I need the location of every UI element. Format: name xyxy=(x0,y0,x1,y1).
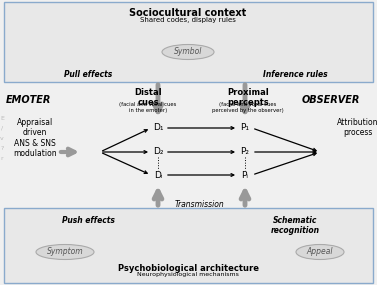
Text: EMOTER: EMOTER xyxy=(5,95,51,105)
Text: ?: ? xyxy=(0,146,4,150)
Text: P₂: P₂ xyxy=(241,148,250,156)
Text: Shared codes, display rules: Shared codes, display rules xyxy=(140,17,236,23)
Text: Attribution
process: Attribution process xyxy=(337,118,377,137)
Text: D₁: D₁ xyxy=(153,123,163,133)
Text: Sociocultural context: Sociocultural context xyxy=(129,8,247,18)
Text: r: r xyxy=(1,156,3,160)
Text: Distal
cues: Distal cues xyxy=(134,88,162,107)
Text: Dᵢ: Dᵢ xyxy=(154,170,162,180)
Text: Neurophysiological mechanisms: Neurophysiological mechanisms xyxy=(137,272,239,277)
Text: /: / xyxy=(1,125,3,131)
Text: Inference rules: Inference rules xyxy=(263,70,327,79)
Text: Schematic
recognition: Schematic recognition xyxy=(271,216,319,235)
Text: Pᵢ: Pᵢ xyxy=(242,170,248,180)
Text: (facial and vocal cues
perceived by the observer): (facial and vocal cues perceived by the … xyxy=(212,102,284,113)
Text: Transmission: Transmission xyxy=(175,200,225,209)
Text: Proximal
percepts: Proximal percepts xyxy=(227,88,269,107)
Text: Pull effects: Pull effects xyxy=(64,70,112,79)
Ellipse shape xyxy=(296,245,344,260)
Text: P₁: P₁ xyxy=(241,123,250,133)
FancyBboxPatch shape xyxy=(4,208,373,283)
Text: Appraisal
driven
ANS & SNS
modulation: Appraisal driven ANS & SNS modulation xyxy=(13,118,57,158)
Ellipse shape xyxy=(36,245,94,260)
Text: Symptom: Symptom xyxy=(47,247,83,256)
FancyBboxPatch shape xyxy=(4,2,373,82)
Text: E: E xyxy=(0,115,4,121)
Text: Push effects: Push effects xyxy=(61,216,115,225)
Ellipse shape xyxy=(162,44,214,60)
Text: v: v xyxy=(0,135,4,141)
Text: Psychobiological architecture: Psychobiological architecture xyxy=(118,264,259,273)
Text: Symbol: Symbol xyxy=(174,48,202,56)
Text: (facial and vocal cues
in the emoter): (facial and vocal cues in the emoter) xyxy=(119,102,177,113)
Text: D₂: D₂ xyxy=(153,148,163,156)
Text: OBSERVER: OBSERVER xyxy=(302,95,360,105)
Text: Appeal: Appeal xyxy=(307,247,333,256)
